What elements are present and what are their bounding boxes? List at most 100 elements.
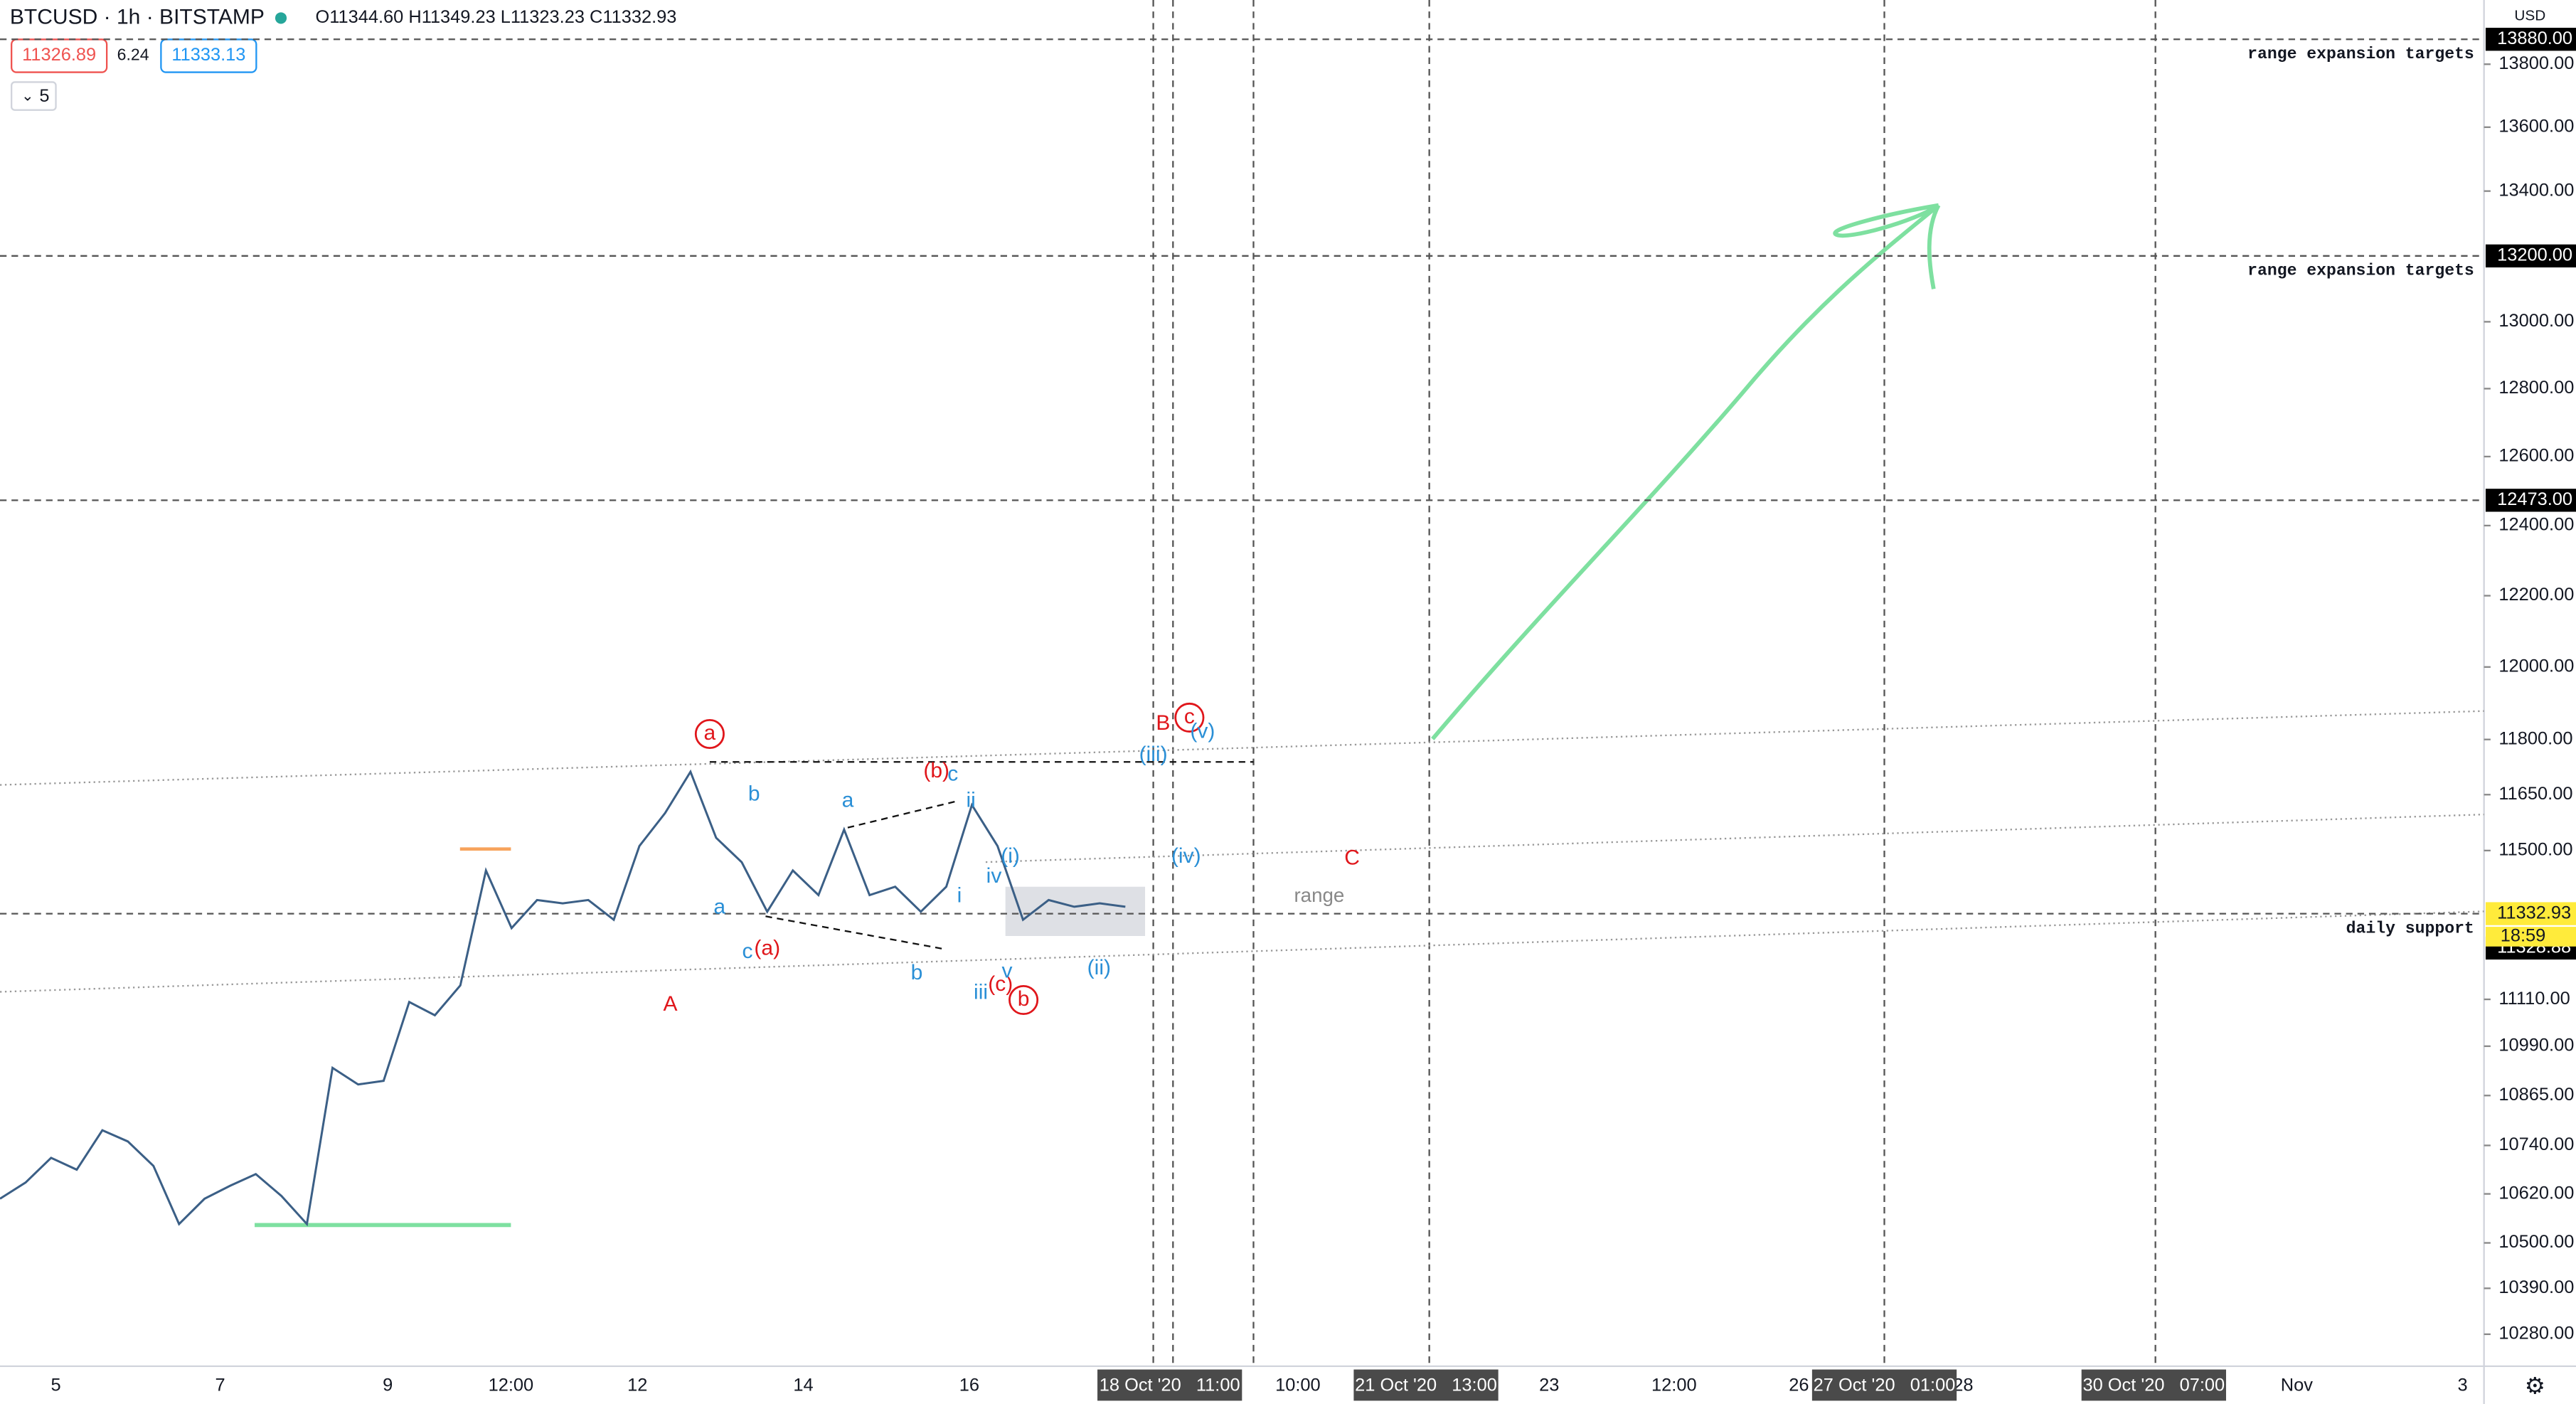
price-label: 12473.00: [2497, 489, 2572, 509]
time-markers: [1152, 0, 2156, 1366]
wave-label: (ii): [1087, 956, 1111, 979]
wave-label: (iv): [1171, 844, 1201, 868]
indicator-toggle[interactable]: [11, 81, 57, 111]
buy-price: 11333.13: [171, 45, 245, 65]
x-tick-label: 14: [793, 1375, 813, 1395]
y-tick-label: 13400.00: [2498, 180, 2574, 200]
x-highlight-label: 18 Oct '20 11:00: [1100, 1375, 1240, 1395]
range-box: [1005, 886, 1146, 936]
x-tick-label: 10:00: [1275, 1375, 1321, 1395]
x-highlight-box: [1811, 1369, 1957, 1401]
currency: USD: [2514, 8, 2545, 24]
y-tick-label: 12200.00: [2498, 585, 2574, 605]
wave-label: (i): [1001, 844, 1020, 868]
x-tick-label: 16: [959, 1375, 979, 1395]
trend-lines: [0, 710, 2484, 993]
wave-label: iii: [974, 981, 988, 1004]
x-highlight-box: [1097, 1369, 1242, 1401]
level-label: daily support: [2346, 919, 2474, 937]
countdown-box: [2485, 927, 2576, 947]
header: BTCUSD · 1h · BITSTAMP O11344.60 H11349.…: [10, 5, 677, 111]
y-tick-label: 11500.00: [2498, 840, 2572, 860]
y-tick-label: 10390.00: [2498, 1277, 2574, 1297]
price-label: 11332.93: [2497, 903, 2571, 922]
trend-line: [0, 710, 2484, 786]
wave-line: [765, 915, 945, 950]
trend-line: [985, 813, 2484, 863]
wave-label: b: [911, 961, 923, 984]
wave-label: b: [748, 782, 760, 805]
x-tick-label: Nov: [2281, 1375, 2313, 1395]
x-tick-label: 7: [215, 1375, 225, 1395]
wave-line: [847, 800, 957, 829]
price-label-box: [2485, 902, 2576, 925]
wave-label: (c): [988, 972, 1013, 996]
price-label-box: [2485, 28, 2576, 51]
y-tick-label: 11650.00: [2498, 784, 2572, 804]
wave-label: c: [743, 940, 753, 963]
y-tick-label: 12400.00: [2498, 515, 2574, 535]
trend-line: [0, 910, 2484, 993]
y-tick-label: 11110.00: [2498, 989, 2570, 1009]
status-dot: [275, 12, 287, 24]
ohlc: O11344.60 H11349.23 L11323.23 C11332.93: [316, 7, 677, 27]
x-tick-label: 23: [1539, 1375, 1559, 1395]
wave-label: b: [1018, 987, 1030, 1011]
y-tick-label: 10740.00: [2498, 1134, 2574, 1154]
x-highlight-box: [1353, 1369, 1499, 1401]
x-tick-label: 9: [383, 1375, 393, 1395]
wave-label: c: [1184, 705, 1195, 728]
y-tick-label: 10865.00: [2498, 1085, 2574, 1105]
spread: 6.24: [117, 46, 149, 64]
wave-label: i: [957, 884, 962, 908]
y-tick-label: 13000.00: [2498, 311, 2574, 331]
wave-label: (v): [1190, 720, 1215, 743]
x-tick-label: 12:00: [489, 1375, 534, 1395]
wave-label: a: [704, 721, 716, 745]
price-label: 13880.00: [2497, 28, 2572, 48]
wave-label: A: [663, 992, 677, 1016]
y-tick-label: 13800.00: [2498, 53, 2574, 73]
y-tick-label: 10620.00: [2498, 1183, 2574, 1203]
wave-label: v: [1001, 959, 1012, 983]
wave-circle: [1174, 702, 1205, 733]
chevron: ⌄: [21, 88, 33, 105]
x-highlight-label: 21 Oct '20 13:00: [1355, 1375, 1497, 1395]
y-tick-label: 12800.00: [2498, 378, 2574, 398]
x-highlight-label: 27 Oct '20 01:00: [1814, 1375, 1956, 1395]
x-tick-label: 12: [627, 1375, 647, 1395]
x-tick-label: 26: [1789, 1375, 1809, 1395]
y-tick-label: 10500.00: [2498, 1232, 2574, 1252]
wave-circle: [694, 719, 725, 750]
x-tick-label: 12:00: [1651, 1375, 1697, 1395]
wave-label: (b): [923, 759, 949, 782]
x-highlight-label: 30 Oct '20 07:00: [2082, 1375, 2225, 1395]
wave-label: C: [1344, 846, 1360, 869]
wave-label: c: [947, 762, 958, 786]
y-tick-label: 13600.00: [2498, 117, 2574, 137]
wave-label: ii: [967, 789, 976, 812]
symbol: BTCUSD · 1h · BITSTAMP: [10, 5, 265, 28]
wave-label: iv: [986, 864, 1002, 888]
y-tick-label: 10280.00: [2498, 1324, 2574, 1344]
settings-icon[interactable]: ⚙: [2525, 1373, 2545, 1398]
x-tick-label: 3: [2458, 1375, 2468, 1395]
wave-label: a: [842, 789, 854, 812]
y-tick-label: 10990.00: [2498, 1036, 2574, 1055]
wave-label: (iii): [1139, 743, 1168, 766]
range-label: range: [1294, 884, 1344, 906]
sell-price: 11326.89: [22, 45, 96, 65]
x-tick-label: 5: [50, 1375, 60, 1395]
indicator-count: 5: [39, 86, 49, 106]
countdown: 18:59: [2501, 926, 2546, 946]
price-label: 13200.00: [2497, 245, 2572, 265]
price-label-box: [2485, 489, 2576, 512]
wave-label: (a): [754, 936, 780, 959]
level-label: range expansion targets: [2247, 262, 2474, 280]
wave-lines: [709, 761, 1254, 950]
x-highlight-box: [2081, 1369, 2226, 1401]
y-tick-label: 12600.00: [2498, 446, 2574, 466]
